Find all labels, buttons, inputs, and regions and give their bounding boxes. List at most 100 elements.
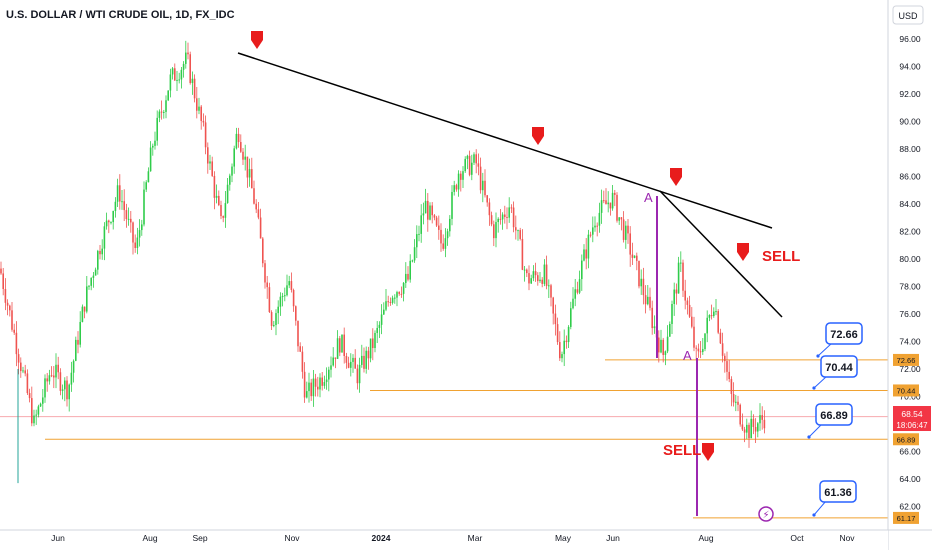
candle-body xyxy=(55,364,57,378)
trendline-minor[interactable] xyxy=(659,190,783,318)
candle-body xyxy=(301,351,304,372)
sell-label-lower: SELL xyxy=(663,442,701,459)
candle-body xyxy=(288,281,290,286)
candle-body xyxy=(515,227,517,231)
candle-body xyxy=(548,285,550,287)
candle-body xyxy=(347,362,350,368)
candle-body xyxy=(154,140,156,146)
callout-box[interactable] xyxy=(815,403,853,426)
callout-box[interactable] xyxy=(819,480,857,503)
candle-body xyxy=(396,292,398,298)
time-label: May xyxy=(555,533,572,543)
candle-body xyxy=(235,133,238,149)
candle-body xyxy=(438,225,440,230)
candle-body xyxy=(121,201,123,203)
candle-body xyxy=(647,296,649,305)
candle-body xyxy=(433,215,436,218)
candle-body xyxy=(556,324,559,343)
candle-body xyxy=(462,171,464,180)
candle-body xyxy=(312,378,315,397)
candle-body xyxy=(112,210,114,223)
candle-body xyxy=(352,357,354,362)
candle-body xyxy=(398,292,400,294)
callout-label: 66.89 xyxy=(820,410,848,422)
candle-body xyxy=(735,401,737,403)
candle-body xyxy=(499,218,502,220)
candle-body xyxy=(475,154,477,164)
sell-arrow-icon[interactable] xyxy=(532,127,544,145)
candle-body xyxy=(226,184,229,204)
candle-body xyxy=(372,338,374,349)
candle-body xyxy=(482,180,484,191)
callout-pointer xyxy=(817,342,833,357)
sell-arrow-icon[interactable] xyxy=(251,31,263,49)
candle-body xyxy=(20,362,22,372)
candle-body xyxy=(686,300,689,305)
candle-body xyxy=(578,279,581,293)
alert-icon[interactable]: ⚡ xyxy=(758,506,774,522)
sell-arrow-icon[interactable] xyxy=(737,243,749,261)
candle-body xyxy=(90,277,92,286)
candle-body xyxy=(563,340,565,355)
candle-body xyxy=(440,229,442,244)
candle-body xyxy=(422,213,425,216)
candle-body xyxy=(543,264,546,284)
callout-label: 70.44 xyxy=(825,362,853,374)
candle-body xyxy=(358,364,361,384)
candle-body xyxy=(165,100,167,112)
candle-body xyxy=(284,295,286,297)
candle-body xyxy=(506,216,508,218)
callout-pointer xyxy=(813,500,827,516)
candle-body xyxy=(451,191,453,219)
callout-box[interactable] xyxy=(820,355,858,378)
candle-body xyxy=(418,233,420,235)
candle-body xyxy=(332,357,334,366)
candle-body xyxy=(86,286,88,312)
candle-body xyxy=(517,230,519,232)
candle-body xyxy=(490,215,493,225)
trendline-major[interactable] xyxy=(237,52,773,229)
candle-body xyxy=(167,90,169,101)
candle-body xyxy=(649,296,651,308)
time-label: Aug xyxy=(698,533,713,543)
callout-box[interactable] xyxy=(825,322,863,345)
candle-body xyxy=(431,205,433,216)
candle-body xyxy=(308,382,310,392)
candle-body xyxy=(592,227,594,235)
currency-box xyxy=(892,5,924,25)
sell-arrow-icon[interactable] xyxy=(670,168,682,186)
candle-body xyxy=(204,122,207,148)
candle-body xyxy=(682,262,684,291)
candle-body xyxy=(574,289,576,299)
candle-body xyxy=(759,415,761,424)
candle-body xyxy=(92,275,95,278)
candle-body xyxy=(581,260,583,280)
candle-body xyxy=(114,201,117,211)
candle-body xyxy=(231,166,233,176)
candle-body xyxy=(6,302,9,306)
candle-body xyxy=(519,230,521,239)
candle-body xyxy=(189,54,191,83)
point-a-upper: A xyxy=(644,190,653,205)
level-tag-bg xyxy=(893,384,919,397)
candle-body xyxy=(297,320,299,347)
candle-body xyxy=(343,334,345,357)
price-axis[interactable]: USD 96.00 94.00 92.00 90.00 88.00 86.00 84.00 8… xyxy=(887,0,932,550)
time-axis[interactable]: Jun Aug Sep Nov 2024 Mar May Jun Aug Oct Nov xyxy=(0,529,932,550)
candle-body xyxy=(218,195,220,206)
candle-body xyxy=(385,301,387,310)
sell-arrow-icon[interactable] xyxy=(702,443,714,461)
candle-body xyxy=(134,242,136,249)
candle-body xyxy=(761,415,763,420)
candle-body xyxy=(644,295,647,305)
candle-body xyxy=(317,386,319,390)
callout-anchor xyxy=(812,386,816,390)
candle-body xyxy=(453,185,455,192)
candle-body xyxy=(420,215,422,234)
time-label: Nov xyxy=(839,533,855,543)
currency-label[interactable]: USD xyxy=(898,11,918,21)
candle-body xyxy=(123,201,125,211)
price-tick-label: 64.00 xyxy=(899,474,921,484)
